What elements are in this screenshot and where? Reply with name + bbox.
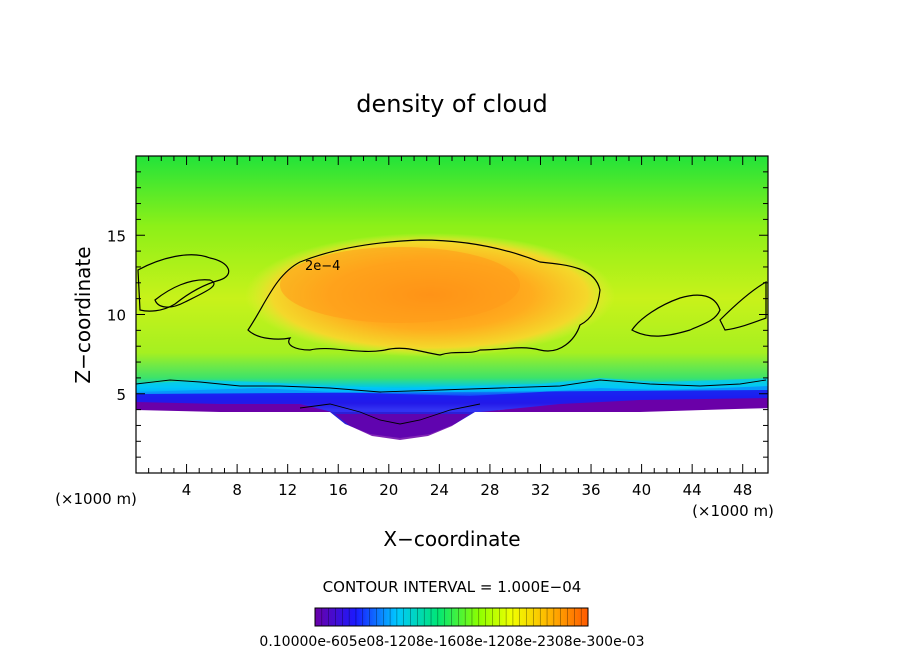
cloud-base-purple <box>136 398 768 440</box>
x-tick-label: 24 <box>430 481 449 499</box>
x-tick-label: 36 <box>581 481 600 499</box>
contour-base <box>135 379 767 393</box>
x-unit-right: (×1000 m) <box>692 502 774 520</box>
cloud-base-band <box>136 386 768 436</box>
x-tick-label: 44 <box>683 481 702 499</box>
y-tick-label: 5 <box>116 386 126 404</box>
contour-main <box>247 239 601 356</box>
x-axis-label: X−coordinate <box>383 527 520 551</box>
contour-label: 2e−4 <box>305 259 340 274</box>
colorbar-labels: 0.10000e-605e08-1208e-1608e-1208e-2308e-… <box>259 634 644 650</box>
y-tick-label: 10 <box>107 307 126 325</box>
x-tick-label: 8 <box>232 481 242 499</box>
x-axis: 4 8 12 16 20 24 28 32 36 40 44 48 <box>148 156 756 499</box>
plot-area <box>136 156 768 473</box>
x-tick-label: 16 <box>329 481 348 499</box>
x-tick-label: 12 <box>278 481 297 499</box>
x-tick-label: 20 <box>379 481 398 499</box>
x-tick-label: 40 <box>632 481 651 499</box>
y-axis-label: Z−coordinate <box>71 246 95 383</box>
contour-interval: CONTOUR INTERVAL = 1.000E−04 <box>323 578 582 596</box>
contour-left <box>137 254 230 312</box>
cloud-base-transition <box>136 378 768 394</box>
colorbar-ticks <box>321 608 582 626</box>
contour-lines <box>135 239 767 425</box>
x-tick-label: 48 <box>733 481 752 499</box>
y-tick-label: 15 <box>107 227 126 245</box>
contour-right <box>631 294 721 337</box>
x-tick-label: 32 <box>531 481 550 499</box>
y-axis: 5 10 15 <box>107 171 768 458</box>
x-tick-label: 4 <box>182 481 192 499</box>
chart-title: density of cloud <box>356 90 547 118</box>
x-tick-label: 28 <box>480 481 499 499</box>
x-unit-left: (×1000 m) <box>55 490 137 508</box>
